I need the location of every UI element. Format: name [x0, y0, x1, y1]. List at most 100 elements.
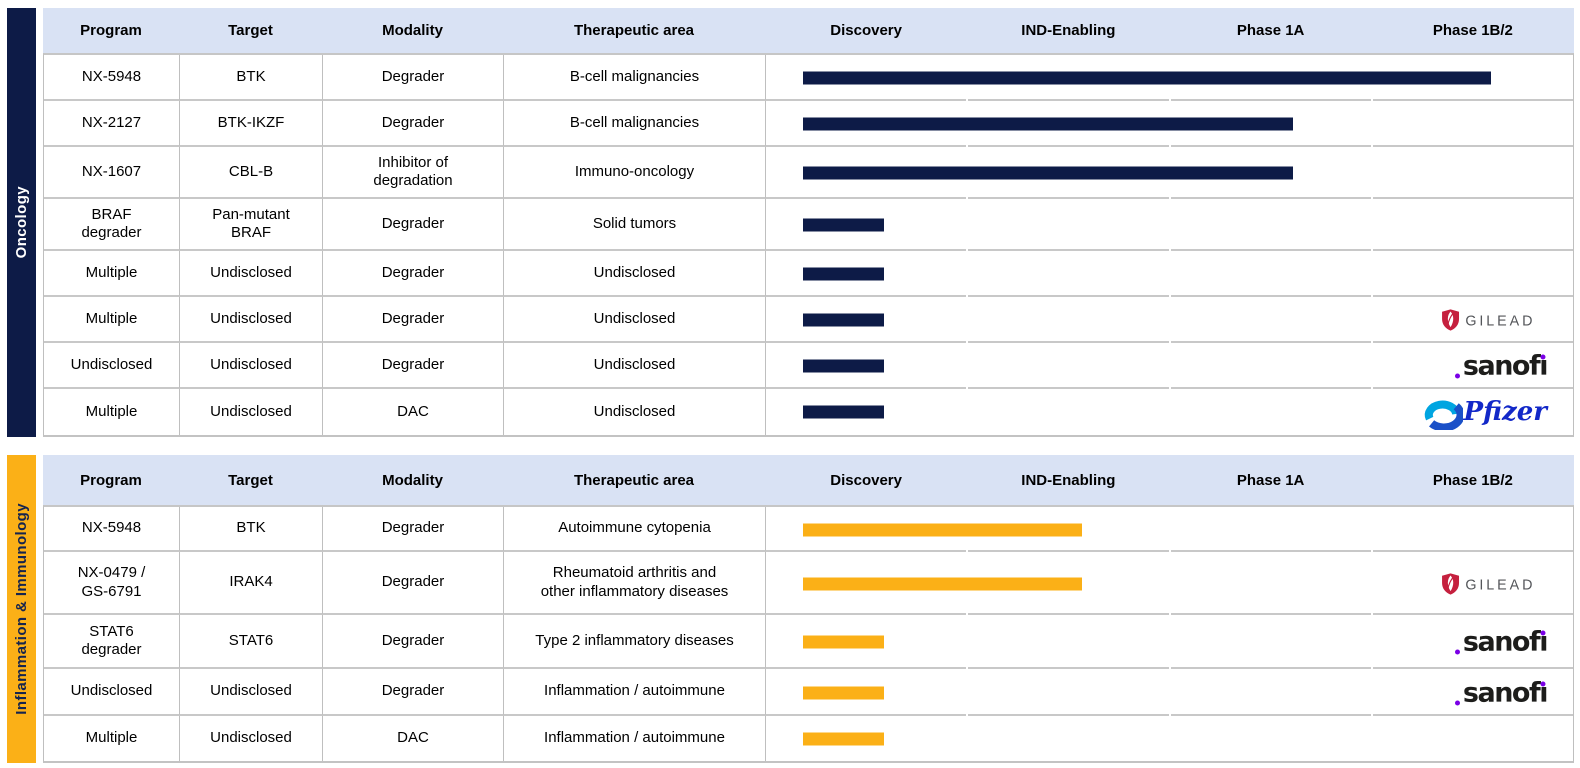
phase-header-phase-1b-2: Phase 1B/2 — [1432, 471, 1513, 489]
gilead-logo: GILEAD — [1441, 308, 1547, 332]
phase-lane — [968, 552, 1169, 615]
phase-lane — [1170, 101, 1371, 147]
oncology-sidebar-label: Oncology — [13, 186, 30, 259]
progress-bar — [803, 313, 884, 327]
therapeutic-area-cell: Inflammation / autoimmune — [504, 716, 766, 761]
pipeline-row: STAT6 degrader STAT6 Degrader Type 2 inflam… — [44, 615, 1573, 669]
pipeline-row: Multiple Undisclosed DAC Inflammation / aut… — [44, 716, 1573, 761]
therapeutic-area-cell: Type 2 inflammatory diseases — [504, 615, 766, 669]
col-header-therapeutic-area: Therapeutic area — [573, 471, 695, 489]
svg-text:GILEAD: GILEAD — [1465, 313, 1535, 329]
progress-bar — [803, 686, 884, 699]
modality-cell: Degrader — [323, 297, 504, 343]
target-cell: IRAK4 — [180, 552, 323, 615]
progress-bar — [803, 218, 884, 232]
col-header-target: Target — [228, 22, 273, 39]
phase-lane — [1170, 343, 1371, 389]
phase-progress-area — [766, 147, 1573, 199]
inflammation-table-header: Program Target Modality Therapeutic area Dis… — [43, 455, 1574, 505]
progress-bar — [803, 267, 884, 281]
phase-lane — [766, 507, 967, 552]
progress-bar — [803, 577, 1082, 590]
target-cell: Undisclosed — [180, 297, 323, 343]
pfizer-logo-text: Pfizer — [1463, 397, 1547, 427]
col-header-modality: Modality — [382, 471, 443, 489]
program-cell: Multiple — [44, 297, 180, 343]
inflammation-pipeline-section: Inflammation & Immunology Program Target M… — [7, 455, 1574, 763]
pipeline-row: NX-5948 BTK Degrader B-cell malignancies — [44, 55, 1573, 101]
inflammation-table: Program Target Modality Therapeutic area Dis… — [43, 455, 1574, 763]
pipeline-row: Multiple Undisclosed DAC Undisclosed Pfizer — [44, 389, 1573, 435]
sanofi-purple-dot — [1454, 373, 1460, 379]
program-cell: BRAF degrader — [44, 199, 180, 251]
phase-header-phase-1a: Phase 1A — [1236, 471, 1305, 489]
phase-progress-area: sanofı — [766, 669, 1573, 716]
phase-lane — [1372, 507, 1573, 552]
phase-lane — [1372, 55, 1573, 101]
pfizer-logo: Pfizer — [1421, 394, 1547, 430]
phase-lane — [1170, 669, 1371, 716]
inflammation-sidebar-label: Inflammation & Immunology — [13, 503, 30, 715]
phase-lane — [1170, 552, 1371, 615]
program-cell: NX-0479 / GS-6791 — [44, 552, 180, 615]
phase-lane — [766, 669, 967, 716]
phase-lane — [1170, 199, 1371, 251]
phase-lane — [968, 343, 1169, 389]
modality-cell: Degrader — [323, 343, 504, 389]
progress-bar — [803, 117, 1293, 131]
modality-cell: Degrader — [323, 251, 504, 297]
sanofi-purple-dot — [1454, 649, 1460, 655]
program-cell: Multiple — [44, 716, 180, 761]
phase-lane — [1170, 55, 1371, 101]
phase-lane — [1170, 507, 1371, 552]
phase-lane — [968, 507, 1169, 552]
modality-cell: DAC — [323, 716, 504, 761]
sanofi-logo: sanofı — [1454, 353, 1548, 380]
target-cell: BTK-IKZF — [180, 101, 323, 147]
oncology-table: Program Target Modality Therapeutic area Dis… — [43, 8, 1574, 437]
progress-bar — [803, 405, 884, 419]
pipeline-row: NX-1607 CBL-B Inhibitor of degradation Immu… — [44, 147, 1573, 199]
oncology-table-header: Program Target Modality Therapeutic area Dis… — [43, 8, 1574, 53]
phase-lane — [968, 389, 1168, 435]
phase-lane — [968, 101, 1169, 147]
phase-progress-area: sanofı — [766, 343, 1573, 389]
program-cell: NX-2127 — [44, 101, 180, 147]
pipeline-row: Multiple Undisclosed Degrader Undisclosed GI… — [44, 297, 1573, 343]
progress-bar — [803, 523, 1082, 536]
progress-bar — [803, 71, 1491, 85]
oncology-sidebar: Oncology — [7, 8, 36, 437]
target-cell: Undisclosed — [180, 343, 323, 389]
phase-headers: Discovery IND-Enabling Phase 1A Phase 1B/2 — [765, 455, 1574, 505]
phase-lane — [766, 199, 967, 251]
progress-bar — [803, 166, 1293, 180]
col-header-therapeutic-area: Therapeutic area — [573, 22, 695, 39]
phase-lane — [968, 615, 1169, 669]
progress-bar — [803, 635, 884, 649]
phase-lane — [1372, 297, 1573, 343]
target-cell: BTK — [180, 507, 323, 552]
program-cell: Undisclosed — [44, 669, 180, 716]
svg-text:GILEAD: GILEAD — [1465, 577, 1535, 593]
therapeutic-area-cell: Autoimmune cytopenia — [504, 507, 766, 552]
phase-lane — [1171, 389, 1371, 435]
pipeline-row: Undisclosed Undisclosed Degrader Inflammati… — [44, 669, 1573, 716]
gilead-logo-icon: GILEAD — [1442, 572, 1535, 595]
target-cell: BTK — [180, 55, 323, 101]
col-header-modality: Modality — [382, 22, 443, 39]
pipeline-row: Multiple Undisclosed Degrader Undisclosed — [44, 251, 1573, 297]
pipeline-row: BRAF degrader Pan-mutant BRAF Degrader Soli… — [44, 199, 1573, 251]
pipeline-row: Undisclosed Undisclosed Degrader Undisclose… — [44, 343, 1573, 389]
sanofi-logo: sanofı — [1454, 679, 1548, 706]
phase-progress-area — [766, 507, 1573, 552]
target-cell: Undisclosed — [180, 716, 323, 761]
phase-progress-area — [766, 716, 1573, 761]
phase-progress-area: GILEAD — [766, 297, 1573, 343]
target-cell: CBL-B — [180, 147, 323, 199]
target-cell: Pan-mutant BRAF — [180, 199, 323, 251]
modality-cell: Degrader — [323, 615, 504, 669]
phase-lane — [1372, 343, 1573, 389]
modality-cell: Degrader — [323, 669, 504, 716]
therapeutic-area-cell: Rheumatoid arthritis and other inflammat… — [504, 552, 766, 615]
